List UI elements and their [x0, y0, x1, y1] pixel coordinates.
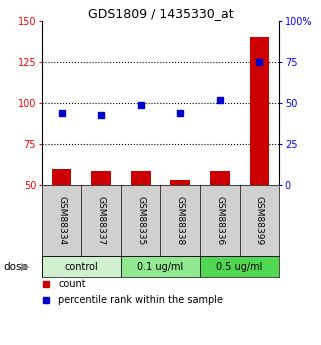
Text: percentile rank within the sample: percentile rank within the sample: [58, 295, 223, 305]
Text: GSM88338: GSM88338: [176, 196, 185, 246]
Bar: [170, 180, 190, 185]
Bar: [210, 170, 230, 185]
Bar: [91, 170, 111, 185]
Text: count: count: [58, 279, 86, 289]
Text: GSM88334: GSM88334: [57, 196, 66, 245]
Text: GSM88399: GSM88399: [255, 196, 264, 246]
Bar: [200, 256, 279, 277]
Text: dose: dose: [3, 262, 28, 272]
Bar: [131, 170, 151, 185]
Bar: [42, 256, 121, 277]
Title: GDS1809 / 1435330_at: GDS1809 / 1435330_at: [88, 7, 233, 20]
Text: GSM88337: GSM88337: [97, 196, 106, 246]
Text: GSM88335: GSM88335: [136, 196, 145, 246]
Bar: [249, 37, 269, 185]
Bar: [52, 169, 71, 185]
Bar: [121, 256, 200, 277]
Text: control: control: [65, 262, 98, 272]
Text: 0.1 ug/ml: 0.1 ug/ml: [137, 262, 184, 272]
Text: 0.5 ug/ml: 0.5 ug/ml: [216, 262, 263, 272]
Text: GSM88336: GSM88336: [215, 196, 224, 246]
Text: ▶: ▶: [21, 262, 29, 272]
